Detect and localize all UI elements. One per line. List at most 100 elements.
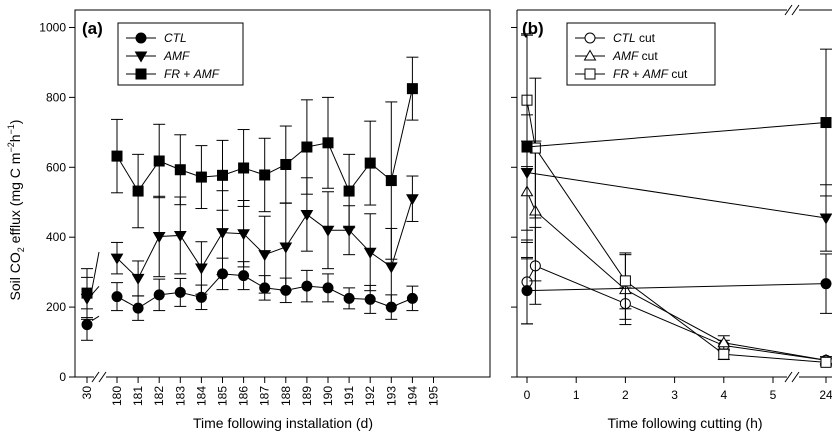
series-amf-marker xyxy=(363,247,377,259)
x-tick-label-b: 5 xyxy=(770,388,777,402)
axis-break-b-top-stroke-1 xyxy=(784,4,793,16)
axis-break-b-bottom-stroke-1 xyxy=(784,371,793,383)
series-fr-amf-marker xyxy=(280,158,292,170)
legend-b-entry: CTL cut xyxy=(613,31,656,45)
series-fr-amf-cut-b-marker xyxy=(820,356,832,368)
series-amf-marker xyxy=(237,229,250,241)
x-tick-label-b: 24 xyxy=(819,388,832,402)
y-tick-label-a: 200 xyxy=(46,300,66,314)
series-fr-amf-marker xyxy=(343,185,355,197)
series-ctl-marker xyxy=(364,293,376,305)
series-ctl-marker xyxy=(343,292,355,304)
x-tick-label-b: 0 xyxy=(524,388,531,402)
x-axis-label-b: Time following cutting (h) xyxy=(607,415,762,431)
x-tick-label-a: 193 xyxy=(384,386,398,406)
legend-b-marker xyxy=(584,68,596,80)
legend-b-entry: AMF cut xyxy=(612,49,658,63)
series-ctl-marker xyxy=(238,270,250,282)
series-fr-amf-marker xyxy=(259,169,271,181)
series-ctl-trend-stub xyxy=(91,315,100,321)
series-amf-cut-b-marker xyxy=(717,336,731,348)
series-fr-amf-b-marker xyxy=(820,117,832,129)
series-fr-amf-cut-line-b xyxy=(526,100,827,363)
series-amf-marker xyxy=(195,263,208,275)
x-tick-label-a: 180 xyxy=(110,386,124,406)
series-amf-marker xyxy=(300,209,314,221)
x-tick-label-a: 187 xyxy=(258,386,272,406)
series-fr-amf-marker xyxy=(385,175,397,187)
series-fr-amf-line-b xyxy=(526,122,827,148)
series-ctl-b-marker xyxy=(521,285,533,297)
panel-b: 0 1 2 3 4 5 24 (b) CTL cut AMF cut FR + AMF cut xyxy=(511,4,832,402)
x-tick-label-b: 1 xyxy=(573,388,580,402)
series-fr-amf-marker xyxy=(132,185,144,197)
legend-b-marker xyxy=(584,32,596,44)
x-tick-label-b: 4 xyxy=(720,388,727,402)
x-tick-label-a: 183 xyxy=(173,386,187,406)
series-ctl-line-b xyxy=(526,283,827,292)
series-fr-amf-marker xyxy=(301,141,313,153)
y-tick-label-a: 400 xyxy=(46,230,66,244)
plot-frame-a xyxy=(74,9,491,378)
series-ctl-marker xyxy=(174,286,186,298)
y-tick-label-a: 0 xyxy=(59,370,66,384)
series-amf-marker xyxy=(173,230,187,242)
series-fr-amf-marker xyxy=(174,164,186,176)
legend-a-entry: AMF xyxy=(163,49,190,63)
x-tick-label-a: 30 xyxy=(80,386,94,400)
x-tick-label-a: 185 xyxy=(216,386,230,406)
y-tick-label-a: 600 xyxy=(46,160,66,174)
panel-a: 0 200 400 600 800 1000 30 180 181 182 183 184 185 186… xyxy=(39,9,491,406)
legend-a-entry: FR + AMF xyxy=(164,67,220,81)
series-amf-cut-line-b xyxy=(526,191,827,361)
series-amf-marker xyxy=(279,242,293,254)
legend-b-marker xyxy=(583,49,597,61)
series-ctl-marker xyxy=(406,292,418,304)
panel-letter-b: (b) xyxy=(522,19,544,38)
x-tick-label-a: 191 xyxy=(342,386,356,406)
series-amf-marker xyxy=(152,231,166,243)
series-ctl-b-marker xyxy=(820,278,832,290)
series-amf-marker xyxy=(216,228,229,240)
x-tick-label-a: 184 xyxy=(194,386,208,406)
series-fr-amf-marker xyxy=(81,287,93,299)
x-tick-label-b: 3 xyxy=(671,388,678,402)
series-fr-amf-cut-b-marker xyxy=(718,348,730,360)
x-tick-label-a: 188 xyxy=(279,386,293,406)
series-amf-b-marker xyxy=(819,213,832,225)
series-amf-trend-stub xyxy=(91,285,100,295)
series-ctl-marker xyxy=(132,302,144,314)
series-fr-amf-b-marker xyxy=(521,141,533,153)
axis-break-b-bottom-stroke-2 xyxy=(791,371,800,383)
series-fr-amf-cut-b-marker xyxy=(619,275,631,287)
series-amf-marker xyxy=(321,225,335,237)
x-tick-label-a: 182 xyxy=(152,386,166,406)
axis-break-a-stroke-2 xyxy=(98,371,107,383)
series-fr-amf-marker xyxy=(217,169,228,181)
series-amf-marker xyxy=(131,273,145,285)
x-tick-label-a: 192 xyxy=(363,386,377,406)
series-ctl-marker xyxy=(153,289,165,301)
series-amf-marker xyxy=(110,253,124,265)
series-fr-amf-marker xyxy=(406,83,418,95)
x-axis-label-a: Time following installation (d) xyxy=(193,415,373,431)
series-amf-marker xyxy=(384,262,398,274)
series-fr-amf-marker xyxy=(322,137,334,149)
series-fr-amf-marker xyxy=(238,162,250,174)
x-tick-label-a: 194 xyxy=(405,386,419,406)
series-amf-line-b xyxy=(526,172,827,219)
series-amf-marker xyxy=(258,250,272,262)
series-amf-marker xyxy=(406,194,419,206)
series-fr-amf-marker xyxy=(364,157,376,169)
legend-a-marker xyxy=(135,68,147,80)
y-tick-label-a: 1000 xyxy=(39,20,66,34)
legend-a-entry: CTL xyxy=(164,31,187,45)
series-fr-amf-marker xyxy=(153,155,165,167)
legend-a-marker xyxy=(134,51,148,63)
series-ctl-marker xyxy=(81,319,93,331)
series-ctl-marker xyxy=(111,291,123,303)
series-fr-amf-marker xyxy=(111,150,123,162)
x-tick-label-a: 181 xyxy=(131,386,145,406)
legend-a-marker xyxy=(135,32,147,44)
